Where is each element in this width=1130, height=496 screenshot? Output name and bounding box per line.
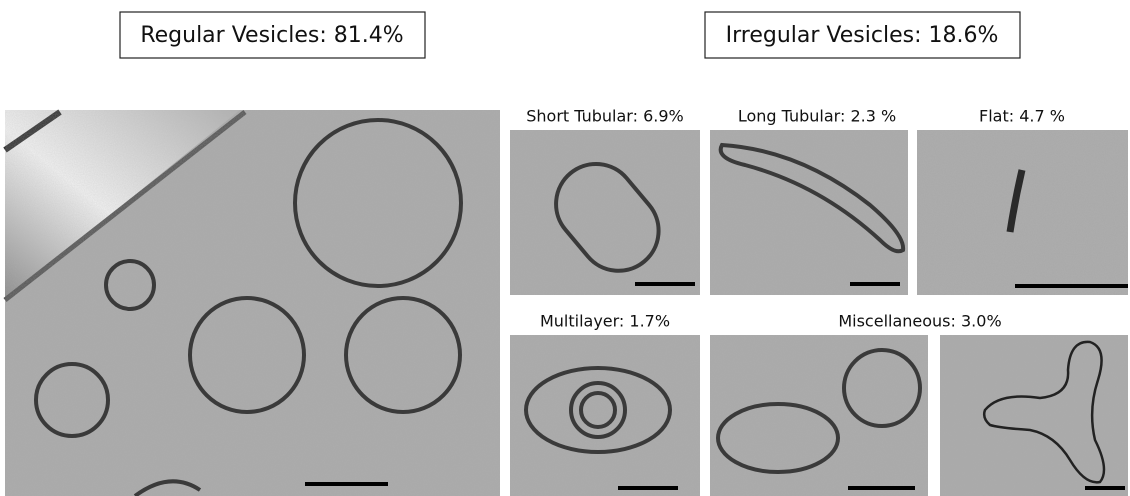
panel-label: Miscellaneous: 3.0%: [838, 312, 1001, 331]
panel-label: Short Tubular: 6.9%: [526, 107, 683, 126]
micrograph-misc-1: [710, 335, 928, 496]
micrograph-regular: [5, 110, 500, 496]
micrograph-flat: [917, 130, 1128, 295]
micrograph-multilayer: [510, 335, 700, 496]
panel-label: Long Tubular: 2.3 %: [738, 107, 896, 126]
micrograph-misc-2: [940, 335, 1128, 496]
panel-label: Multilayer: 1.7%: [540, 312, 670, 331]
micrograph-long-tubular: [710, 130, 908, 295]
header-irregular: Irregular Vesicles: 18.6%: [726, 23, 999, 48]
figure: Regular Vesicles: 81.4% Irregular Vesicl…: [0, 0, 1130, 496]
panel-label: Flat: 4.7 %: [979, 107, 1065, 126]
header-regular: Regular Vesicles: 81.4%: [140, 23, 403, 48]
micrograph-short-tubular: [510, 130, 700, 295]
